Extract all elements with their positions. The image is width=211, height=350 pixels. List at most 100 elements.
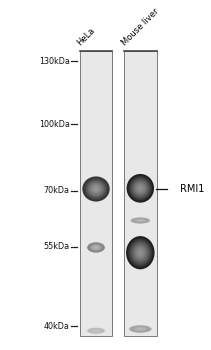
Ellipse shape (137, 184, 144, 192)
Text: HeLa: HeLa (75, 26, 97, 47)
Ellipse shape (88, 328, 104, 334)
Ellipse shape (89, 243, 103, 252)
Ellipse shape (130, 241, 151, 265)
Ellipse shape (139, 187, 142, 190)
Ellipse shape (136, 247, 145, 258)
Ellipse shape (87, 181, 105, 197)
Ellipse shape (91, 329, 101, 332)
Ellipse shape (134, 181, 147, 195)
Ellipse shape (93, 246, 99, 249)
Text: 100kDa: 100kDa (39, 120, 70, 129)
Ellipse shape (90, 244, 102, 251)
Ellipse shape (92, 245, 100, 250)
Ellipse shape (137, 219, 144, 222)
Ellipse shape (131, 218, 149, 223)
Ellipse shape (87, 328, 105, 334)
Ellipse shape (133, 244, 148, 262)
Ellipse shape (130, 217, 150, 224)
Text: 40kDa: 40kDa (44, 322, 70, 331)
Ellipse shape (130, 178, 150, 199)
Ellipse shape (85, 179, 107, 199)
Ellipse shape (94, 246, 98, 248)
Text: 130kDa: 130kDa (39, 57, 70, 66)
Ellipse shape (89, 244, 103, 251)
Ellipse shape (90, 183, 102, 195)
Ellipse shape (132, 326, 149, 332)
Ellipse shape (93, 330, 99, 332)
Ellipse shape (88, 181, 104, 197)
Ellipse shape (83, 177, 109, 201)
Ellipse shape (131, 241, 150, 264)
Ellipse shape (135, 219, 145, 222)
Ellipse shape (88, 243, 104, 252)
Ellipse shape (133, 180, 148, 196)
Ellipse shape (129, 240, 151, 266)
Ellipse shape (86, 180, 106, 198)
FancyBboxPatch shape (80, 51, 112, 336)
Ellipse shape (135, 327, 145, 331)
Ellipse shape (127, 175, 153, 202)
Ellipse shape (89, 183, 103, 195)
Ellipse shape (95, 188, 97, 190)
Ellipse shape (82, 176, 110, 202)
Ellipse shape (132, 243, 149, 263)
Ellipse shape (126, 236, 154, 270)
Ellipse shape (129, 176, 152, 200)
Ellipse shape (87, 328, 106, 334)
Ellipse shape (138, 250, 143, 255)
Ellipse shape (129, 325, 152, 333)
Ellipse shape (91, 184, 101, 194)
Ellipse shape (85, 178, 107, 199)
Ellipse shape (137, 219, 144, 222)
Text: Mouse liver: Mouse liver (120, 7, 160, 47)
Ellipse shape (93, 186, 99, 192)
Ellipse shape (130, 326, 151, 332)
Ellipse shape (92, 186, 100, 192)
Ellipse shape (135, 327, 146, 331)
Ellipse shape (137, 328, 143, 330)
Ellipse shape (92, 245, 100, 250)
Ellipse shape (87, 242, 105, 253)
Ellipse shape (133, 327, 147, 331)
Ellipse shape (136, 328, 145, 330)
Ellipse shape (135, 183, 146, 194)
Ellipse shape (133, 218, 147, 223)
Ellipse shape (139, 251, 142, 254)
Ellipse shape (134, 245, 147, 260)
Ellipse shape (90, 329, 102, 332)
Ellipse shape (91, 185, 101, 193)
Ellipse shape (134, 218, 147, 223)
Ellipse shape (132, 218, 149, 223)
Ellipse shape (89, 328, 103, 333)
Ellipse shape (88, 243, 104, 252)
Ellipse shape (94, 187, 98, 191)
Ellipse shape (91, 245, 101, 250)
Ellipse shape (138, 186, 143, 191)
Ellipse shape (133, 218, 148, 223)
Ellipse shape (91, 244, 101, 251)
Ellipse shape (88, 182, 104, 196)
Ellipse shape (128, 238, 153, 267)
Text: 70kDa: 70kDa (44, 186, 70, 195)
Ellipse shape (138, 220, 143, 222)
Ellipse shape (134, 327, 147, 331)
Ellipse shape (92, 330, 100, 332)
Ellipse shape (93, 246, 99, 249)
Ellipse shape (84, 178, 108, 200)
FancyBboxPatch shape (124, 51, 157, 336)
Ellipse shape (133, 327, 148, 331)
Ellipse shape (92, 329, 100, 332)
Ellipse shape (131, 179, 149, 198)
Ellipse shape (131, 217, 150, 223)
Ellipse shape (131, 326, 150, 332)
Ellipse shape (133, 244, 147, 261)
Ellipse shape (136, 248, 144, 257)
Ellipse shape (131, 326, 149, 332)
Ellipse shape (137, 328, 144, 330)
Ellipse shape (91, 329, 101, 332)
Ellipse shape (92, 245, 100, 250)
Ellipse shape (136, 219, 145, 222)
Ellipse shape (137, 185, 143, 191)
Ellipse shape (137, 249, 143, 257)
Ellipse shape (128, 239, 152, 267)
